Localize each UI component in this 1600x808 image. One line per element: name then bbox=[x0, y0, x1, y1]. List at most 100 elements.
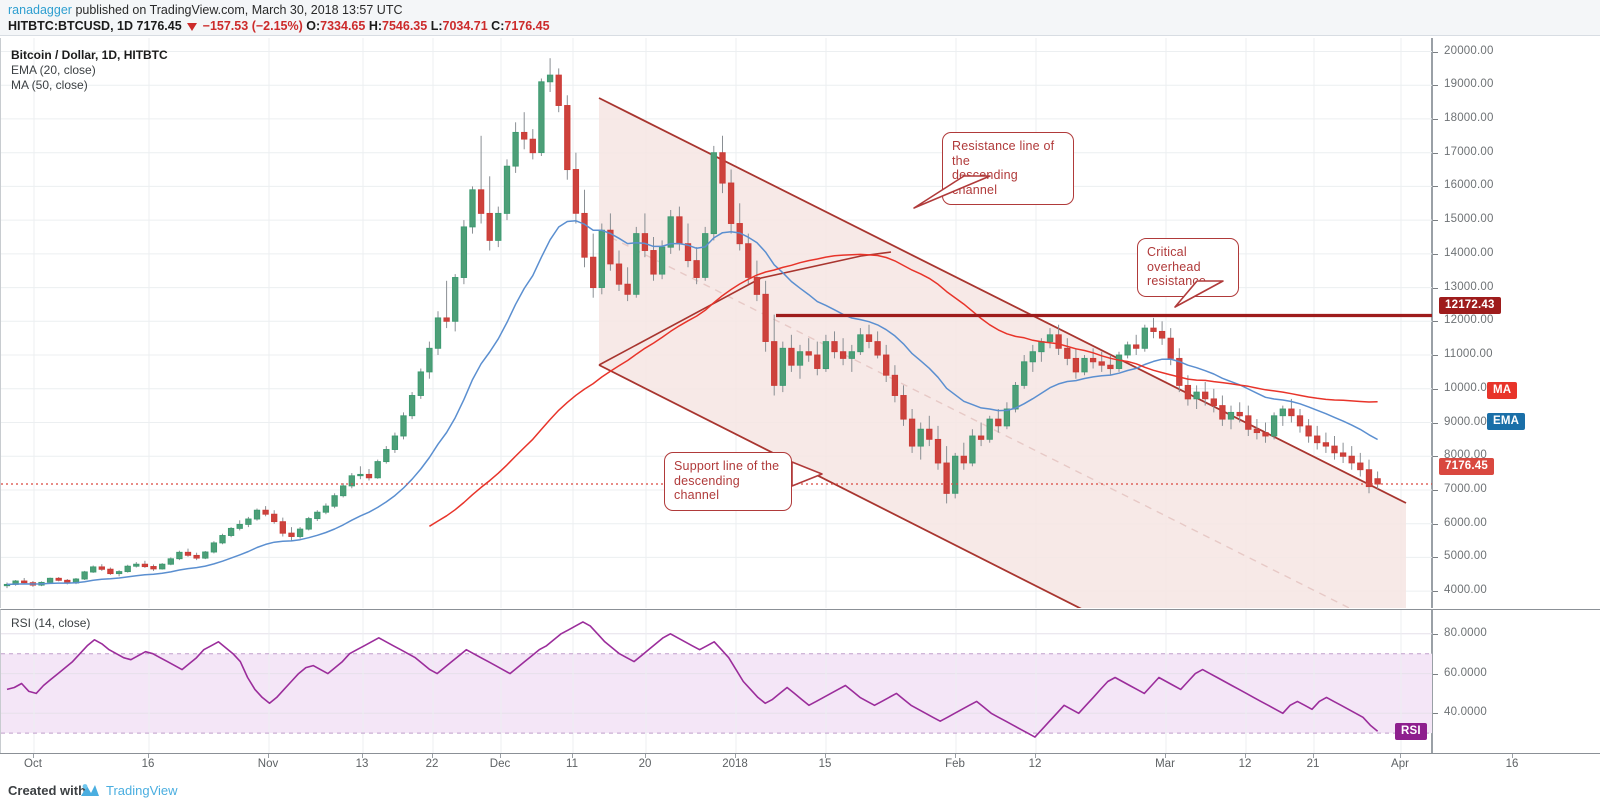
price-axis-label: 17000.00 bbox=[1444, 145, 1494, 158]
price-axis-label: 18000.00 bbox=[1444, 111, 1494, 124]
rsi-pane[interactable]: RSI (14, close) bbox=[0, 609, 1432, 753]
ema20-line bbox=[6, 220, 1378, 586]
price-legend-ema[interactable]: EMA (20, close) bbox=[11, 63, 96, 77]
critical-resistance-callout[interactable]: Critical overhead resistance bbox=[1137, 238, 1239, 308]
tradingview-brand-label[interactable]: TradingView bbox=[106, 783, 178, 798]
price-axis-label: 20000.00 bbox=[1444, 44, 1494, 57]
time-axis-tick bbox=[735, 754, 736, 758]
ma-series-tag[interactable]: MA bbox=[1487, 382, 1518, 399]
rsi-axis[interactable]: 80.0000 60.0000 40.0000 RSI bbox=[1395, 609, 1600, 753]
time-axis[interactable]: Oct 16 Nov 13 22 Dec 11 20 2018 15 Feb 12 Mar 12 21 Apr… bbox=[0, 753, 1600, 775]
resistance-line-callout[interactable]: Resistance line of the descending channe… bbox=[913, 132, 1074, 209]
rsi-axis-label: 60.0000 bbox=[1444, 666, 1487, 679]
time-axis-label: Nov bbox=[257, 758, 279, 770]
rsi-series-tag[interactable]: RSI bbox=[1395, 723, 1427, 741]
rsi-chart-canvas[interactable] bbox=[1, 610, 1432, 753]
time-axis-tick bbox=[1245, 754, 1246, 758]
time-axis-label: 21 bbox=[1306, 758, 1320, 770]
price-axis-tick bbox=[1433, 557, 1438, 559]
close-label: C: bbox=[491, 19, 505, 33]
price-axis-label: 19000.00 bbox=[1444, 78, 1494, 91]
low-value: 7034.71 bbox=[442, 19, 488, 33]
open-label: O: bbox=[306, 19, 321, 33]
critical-resistance-callout-pointer bbox=[1174, 280, 1224, 308]
price-axis[interactable]: 20000.00 19000.00 18000.00 17000.00 16000.00… bbox=[1432, 38, 1600, 608]
price-chart-pane[interactable]: Bitcoin / Dollar, 1D, HITBTC EMA (20, cl… bbox=[0, 38, 1432, 608]
price-axis-label: 13000.00 bbox=[1444, 280, 1494, 293]
support-line-callout-text: Support line of the descending channel bbox=[664, 452, 792, 511]
time-axis-tick bbox=[955, 754, 956, 758]
price-axis-tick bbox=[1433, 253, 1438, 255]
price-axis-label: 5000.00 bbox=[1444, 550, 1487, 563]
price-axis-label: 10000.00 bbox=[1444, 381, 1494, 394]
price-axis-label: 6000.00 bbox=[1444, 516, 1487, 529]
time-axis-label: 20 bbox=[638, 758, 652, 770]
publish-text: published on TradingView.com, March 30, … bbox=[75, 3, 403, 17]
time-axis-label: Apr bbox=[1391, 758, 1409, 770]
time-axis-label: 16 bbox=[1505, 758, 1519, 770]
time-axis-tick bbox=[500, 754, 501, 758]
price-axis-tick bbox=[1433, 186, 1438, 188]
price-axis-label: 11000.00 bbox=[1444, 348, 1493, 360]
rsi-band bbox=[1, 653, 1432, 734]
symbol-label[interactable]: HITBTC:BTCUSD, bbox=[8, 19, 114, 33]
price-axis-label: 9000.00 bbox=[1444, 415, 1487, 428]
interval-label[interactable]: 1D bbox=[117, 19, 134, 33]
triangle-down-icon bbox=[187, 23, 198, 31]
time-axis-label: 13 bbox=[355, 758, 369, 770]
time-axis-tick bbox=[1313, 754, 1314, 758]
change-pct-label: (−2.15%) bbox=[251, 19, 303, 33]
price-axis-label: 14000.00 bbox=[1444, 246, 1494, 259]
time-axis-label: 15 bbox=[818, 758, 832, 770]
price-axis-tick bbox=[1433, 118, 1438, 120]
time-axis-label: 12 bbox=[1238, 758, 1252, 770]
price-axis-label: 16000.00 bbox=[1444, 179, 1494, 192]
time-axis-label: 2018 bbox=[722, 758, 748, 770]
support-line-callout-pointer bbox=[791, 461, 823, 487]
rsi-axis-tick bbox=[1433, 633, 1438, 635]
ema-series-tag[interactable]: EMA bbox=[1487, 413, 1526, 430]
time-axis-tick bbox=[148, 754, 149, 758]
rsi-axis-label: 40.0000 bbox=[1444, 706, 1487, 719]
price-axis-label: 7000.00 bbox=[1444, 483, 1487, 495]
price-axis-tick bbox=[1433, 388, 1438, 390]
price-axis-tick bbox=[1433, 490, 1438, 491]
price-axis-tick bbox=[1433, 85, 1438, 87]
close-value: 7176.45 bbox=[504, 19, 550, 33]
price-axis-label: 15000.00 bbox=[1444, 213, 1494, 226]
open-value: 7334.65 bbox=[320, 19, 366, 33]
time-axis-tick bbox=[33, 754, 34, 758]
author-link[interactable]: ranadagger bbox=[8, 3, 72, 17]
time-axis-tick bbox=[1400, 754, 1401, 758]
price-chart-canvas[interactable] bbox=[1, 38, 1432, 608]
time-axis-label: Oct bbox=[24, 758, 42, 770]
time-axis-tick bbox=[268, 754, 269, 758]
time-axis-label: Feb bbox=[945, 758, 965, 770]
time-axis-label: 16 bbox=[141, 758, 155, 770]
rsi-axis-tick bbox=[1433, 673, 1438, 675]
price-axis-tick bbox=[1433, 591, 1438, 593]
time-axis-tick bbox=[572, 754, 573, 758]
time-axis-label: 11 bbox=[566, 758, 578, 770]
rsi-legend[interactable]: RSI (14, close) bbox=[11, 616, 91, 630]
time-axis-tick bbox=[1512, 754, 1513, 758]
candle-series bbox=[3, 58, 1381, 589]
price-axis-label: 4000.00 bbox=[1444, 584, 1487, 597]
support-line-callout[interactable]: Support line of the descending channel bbox=[664, 452, 823, 511]
time-axis-tick bbox=[1035, 754, 1036, 758]
ma50-line bbox=[429, 253, 1378, 527]
chart-header: ranadagger published on TradingView.com,… bbox=[0, 0, 1600, 36]
last-price-tag[interactable]: 7176.45 bbox=[1439, 458, 1494, 475]
low-label: L: bbox=[430, 19, 443, 33]
high-value: 7546.35 bbox=[382, 19, 428, 33]
price-axis-tick bbox=[1433, 152, 1438, 154]
resistance-price-tag[interactable]: 12172.43 bbox=[1439, 297, 1501, 314]
price-legend-ma[interactable]: MA (50, close) bbox=[11, 78, 88, 92]
time-axis-label: 22 bbox=[425, 758, 439, 770]
time-axis-tick bbox=[645, 754, 646, 758]
price-axis-tick bbox=[1433, 321, 1438, 323]
time-axis-label: Dec bbox=[489, 758, 511, 770]
time-axis-tick bbox=[1165, 754, 1166, 758]
price-axis-tick bbox=[1433, 523, 1438, 525]
time-axis-label: 12 bbox=[1028, 758, 1042, 770]
